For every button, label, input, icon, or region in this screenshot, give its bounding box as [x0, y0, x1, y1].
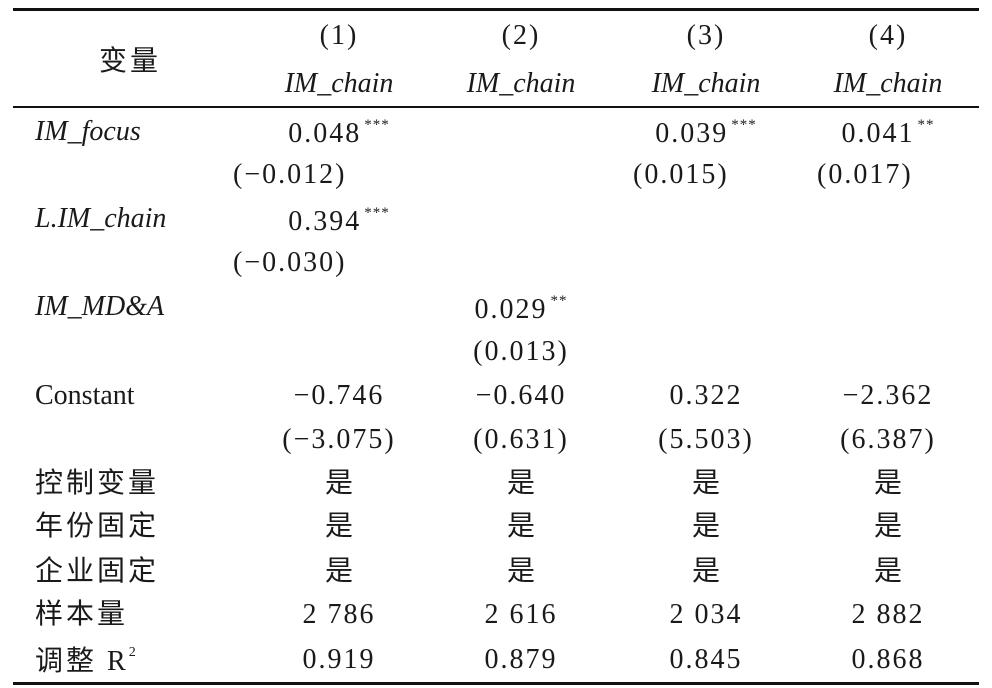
- row-label-firm-fe: 企业固定: [35, 556, 160, 587]
- row-label-im-focus: IM_focus: [35, 116, 141, 147]
- coef-value: −0.640: [475, 380, 567, 411]
- se-cell: (−0.030): [233, 247, 347, 278]
- header-model-number: (1): [319, 20, 359, 51]
- significance-stars: **: [550, 293, 568, 309]
- row-label-constant: Constant: [35, 380, 135, 411]
- header-dependent-var: IM_chain: [284, 68, 394, 99]
- row-label-n-obs: 样本量: [35, 599, 129, 630]
- coef-cell: 0.029 **: [475, 294, 568, 324]
- yes-cell: 是: [691, 468, 721, 499]
- se-cell: (0.015): [633, 159, 729, 190]
- header-model-number: (3): [686, 20, 726, 51]
- header-model-number: (2): [501, 20, 541, 51]
- coef-value: 0.029: [474, 294, 548, 325]
- coef-cell: 0.394 ***: [288, 206, 390, 236]
- adj-r2-value: 0.845: [669, 644, 743, 675]
- coef-value: 0.039: [655, 118, 729, 149]
- coef-value: 0.048: [288, 118, 362, 149]
- regression-table: 变量 (1) (2) (3) (4) IM_chain IM_chain IM_…: [13, 0, 979, 688]
- se-cell: (5.503): [658, 424, 754, 455]
- n-obs-value: 2 882: [851, 599, 925, 630]
- coef-cell: 0.048 ***: [288, 118, 390, 148]
- yes-cell: 是: [691, 511, 721, 542]
- yes-cell: 是: [324, 511, 354, 542]
- coef-value: 0.322: [669, 380, 743, 411]
- coef-cell: 0.039 ***: [655, 118, 757, 148]
- se-cell: (0.631): [473, 424, 569, 455]
- adj-r2-label-text: 调整 R: [35, 646, 129, 677]
- yes-cell: 是: [506, 468, 536, 499]
- se-cell: (−3.075): [282, 424, 396, 455]
- yes-cell: 是: [691, 556, 721, 587]
- row-label-adj-r2: 调整 R2: [35, 646, 139, 676]
- bottom-rule: [13, 682, 979, 685]
- row-label-l-im-chain: L.IM_chain: [35, 203, 167, 234]
- header-model-number: (4): [868, 20, 908, 51]
- significance-stars: ***: [364, 117, 390, 133]
- se-cell: (0.013): [473, 336, 569, 367]
- significance-stars: **: [917, 117, 935, 133]
- row-label-im-mda: IM_MD&A: [35, 291, 165, 322]
- header-dependent-var: IM_chain: [833, 68, 943, 99]
- coef-cell: 0.041 **: [842, 118, 935, 148]
- row-label-controls: 控制变量: [35, 468, 160, 499]
- n-obs-value: 2 616: [484, 599, 558, 630]
- top-rule: [13, 8, 979, 11]
- yes-cell: 是: [873, 468, 903, 499]
- significance-stars: ***: [731, 117, 757, 133]
- se-cell: (6.387): [840, 424, 936, 455]
- adj-r2-value: 0.879: [484, 644, 558, 675]
- yes-cell: 是: [506, 511, 536, 542]
- se-cell: (−0.012): [233, 159, 347, 190]
- coef-value: −0.746: [293, 380, 385, 411]
- adj-r2-value: 0.919: [302, 644, 376, 675]
- yes-cell: 是: [873, 511, 903, 542]
- n-obs-value: 2 034: [669, 599, 743, 630]
- header-rule: [13, 106, 979, 108]
- header-dependent-var: IM_chain: [466, 68, 576, 99]
- adj-r2-value: 0.868: [851, 644, 925, 675]
- significance-stars: ***: [364, 205, 390, 221]
- n-obs-value: 2 786: [302, 599, 376, 630]
- yes-cell: 是: [506, 556, 536, 587]
- coef-value: 0.394: [288, 206, 362, 237]
- row-label-year-fe: 年份固定: [35, 511, 160, 542]
- coef-value: 0.041: [841, 118, 915, 149]
- yes-cell: 是: [873, 556, 903, 587]
- se-cell: (0.017): [817, 159, 913, 190]
- yes-cell: 是: [324, 556, 354, 587]
- yes-cell: 是: [324, 468, 354, 499]
- coef-value: −2.362: [842, 380, 934, 411]
- header-variable-label: 变量: [99, 46, 162, 77]
- adj-r2-superscript: 2: [128, 645, 139, 660]
- header-dependent-var: IM_chain: [651, 68, 761, 99]
